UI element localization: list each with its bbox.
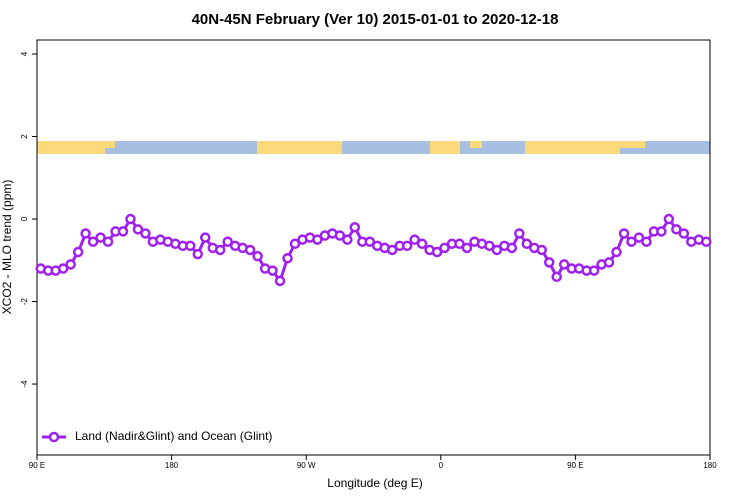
data-point bbox=[431, 246, 443, 258]
data-point bbox=[252, 250, 263, 262]
x-tick-label: 180 bbox=[703, 461, 717, 470]
data-point bbox=[491, 244, 503, 256]
data-point bbox=[611, 246, 622, 258]
data-point bbox=[267, 265, 278, 276]
data-point bbox=[80, 228, 91, 239]
data-point bbox=[603, 257, 615, 268]
y-axis-label: XCO2 - MLO trend (ppm) bbox=[0, 180, 14, 315]
x-tick-label: 90 E bbox=[567, 461, 583, 470]
y-tick-label: -4 bbox=[20, 380, 29, 388]
y-tick-label: 0 bbox=[20, 216, 29, 221]
data-point bbox=[633, 232, 645, 243]
land-band bbox=[37, 141, 105, 154]
land-band bbox=[430, 141, 460, 154]
data-point bbox=[349, 222, 361, 233]
data-point bbox=[364, 236, 376, 247]
data-point bbox=[514, 228, 525, 239]
data-point bbox=[117, 226, 129, 237]
legend-marker bbox=[48, 431, 60, 443]
land-band bbox=[257, 141, 342, 154]
x-axis-label: Longitude (deg E) bbox=[327, 476, 422, 490]
data-point bbox=[386, 244, 398, 256]
data-point bbox=[282, 252, 293, 264]
data-point bbox=[618, 228, 630, 239]
data-point bbox=[87, 236, 99, 247]
data-point bbox=[125, 213, 136, 225]
data-point bbox=[663, 213, 675, 225]
data-point bbox=[416, 238, 428, 250]
data-point bbox=[200, 232, 211, 243]
land-band bbox=[105, 141, 115, 148]
land-ocean-strip bbox=[37, 141, 710, 154]
data-point bbox=[543, 257, 555, 268]
data-point bbox=[342, 234, 353, 245]
chart-title: 40N-45N February (Ver 10) 2015-01-01 to … bbox=[192, 11, 559, 28]
data-point bbox=[626, 236, 637, 247]
data-point bbox=[454, 238, 465, 250]
data-point bbox=[671, 224, 682, 235]
data-point bbox=[641, 236, 652, 247]
data-point bbox=[334, 230, 346, 241]
data-point bbox=[558, 259, 570, 270]
data-point bbox=[536, 244, 547, 256]
data-point bbox=[656, 226, 667, 237]
data-point bbox=[521, 238, 533, 250]
land-band bbox=[470, 141, 482, 148]
data-point bbox=[551, 271, 562, 283]
data-point bbox=[192, 248, 204, 260]
data-point bbox=[72, 246, 84, 258]
data-point bbox=[95, 232, 106, 243]
data-point bbox=[65, 259, 76, 270]
data-point bbox=[484, 240, 495, 252]
data-point bbox=[185, 240, 196, 252]
data-point bbox=[222, 236, 233, 247]
y-tick-label: 2 bbox=[20, 134, 29, 139]
data-point bbox=[506, 242, 518, 254]
land-band bbox=[620, 141, 645, 148]
x-tick-label: 90 E bbox=[29, 461, 45, 470]
data-point bbox=[102, 236, 114, 247]
data-point bbox=[289, 238, 301, 250]
data-point bbox=[244, 244, 256, 256]
data-point bbox=[274, 275, 286, 287]
data-point bbox=[461, 242, 473, 254]
data-point bbox=[439, 242, 450, 254]
data-point bbox=[678, 228, 690, 239]
plot-frame bbox=[36, 39, 711, 456]
x-tick-label: 90 W bbox=[297, 461, 316, 470]
land-band bbox=[525, 141, 620, 154]
data-point bbox=[312, 234, 323, 245]
data-point bbox=[401, 240, 413, 252]
data-point bbox=[57, 263, 69, 274]
x-tick-label: 180 bbox=[165, 461, 179, 470]
data-point bbox=[409, 234, 420, 245]
legend-label: Land (Nadir&Glint) and Ocean (Glint) bbox=[75, 429, 272, 443]
data-point bbox=[140, 228, 151, 239]
data-point bbox=[588, 265, 600, 276]
y-tick-label: 4 bbox=[20, 51, 29, 56]
data-point bbox=[132, 224, 144, 235]
data-point bbox=[214, 244, 226, 256]
data-point bbox=[701, 236, 712, 247]
y-tick-label: -2 bbox=[20, 297, 29, 305]
x-tick-label: 0 bbox=[439, 461, 444, 470]
